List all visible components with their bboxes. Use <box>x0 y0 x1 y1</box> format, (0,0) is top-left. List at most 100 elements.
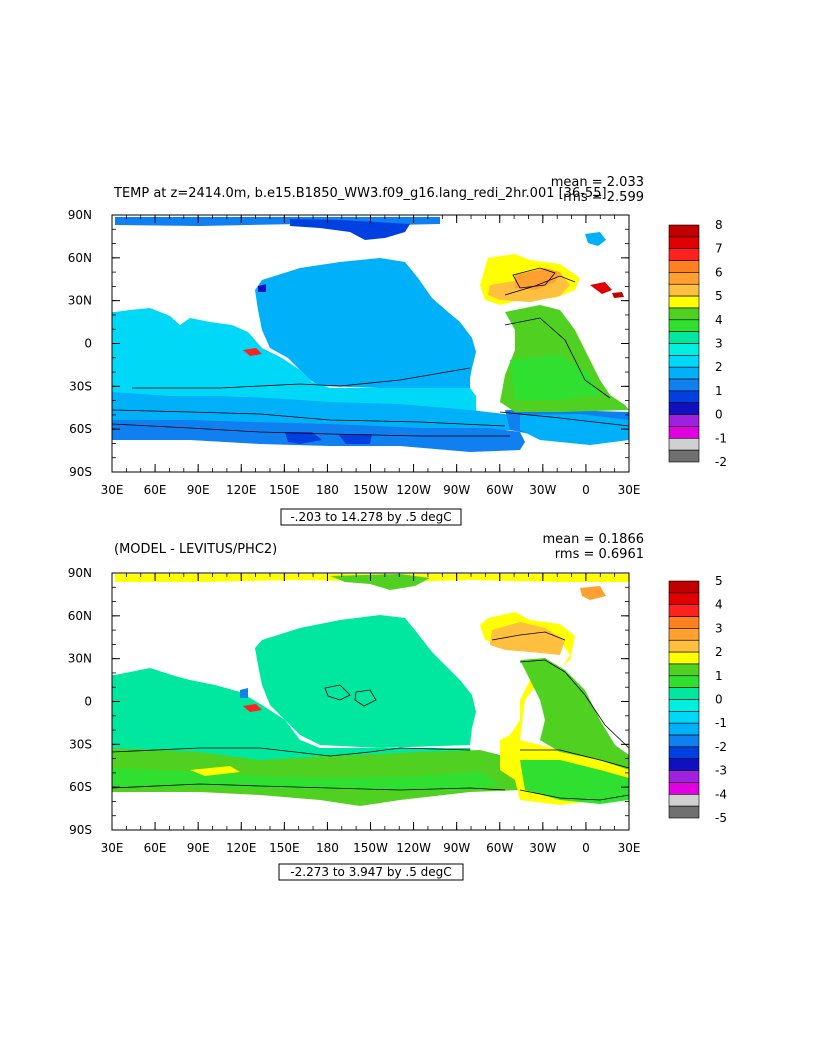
colorbar-swatch <box>668 319 700 332</box>
colorbar-label: 0 <box>715 408 723 422</box>
colorbar-label: -3 <box>715 764 727 778</box>
colorbar-swatch <box>668 366 700 380</box>
panel-1-colorbar: 8 7 6 5 4 3 2 1 0 -1 -2 <box>668 218 727 469</box>
indian-ocean <box>112 308 490 420</box>
panel-1-title: TEMP at z=2414.0m, b.e15.B1850_WW3.f09_g… <box>113 186 607 201</box>
colorbar-label: 0 <box>715 693 723 707</box>
x-tick-label: 60W <box>486 483 513 497</box>
colorbar-label: -4 <box>715 787 727 801</box>
y-tick-label: 0 <box>84 337 92 351</box>
labrador-blob <box>585 232 606 246</box>
colorbar-swatch <box>668 793 700 807</box>
colorbar-label: 8 <box>715 218 723 232</box>
x-tick-label: 60W <box>486 841 513 855</box>
y-tick-label: 60S <box>69 780 92 794</box>
panel-2-mean: mean = 0.1866 <box>542 532 644 547</box>
colorbar-swatch <box>668 651 700 665</box>
med-east-patch <box>612 292 624 298</box>
x-tick-label: 30W <box>529 841 556 855</box>
y-tick-label: 90S <box>69 465 92 479</box>
colorbar-swatch <box>668 437 700 451</box>
colorbar-label: -5 <box>715 811 727 825</box>
indian-ocean-diff <box>112 668 476 765</box>
mediterranean-patch <box>590 282 612 294</box>
panel-1-contours <box>112 267 629 437</box>
colorbar-label: 4 <box>715 313 723 327</box>
arctic-green-patch <box>330 574 430 590</box>
colorbar-swatch <box>668 699 700 712</box>
colorbar-swatch <box>668 260 700 273</box>
south-atlantic-green-diff <box>520 760 629 804</box>
colorbar-swatch <box>668 805 700 819</box>
y-tick-label: 30S <box>69 737 92 751</box>
y-tick-label: 30N <box>68 294 92 308</box>
colorbar-swatch <box>668 628 700 641</box>
colorbar-label: -2 <box>715 455 727 469</box>
panel-2-rms: rms = 0.6961 <box>555 547 644 562</box>
panel-1-mean: mean = 2.033 <box>551 175 644 190</box>
colorbar-swatch <box>668 414 700 427</box>
atlantic-green-diff <box>520 658 629 770</box>
x-tick-label: 0 <box>582 841 590 855</box>
panel-2-title: (MODEL - LEVITUS/PHC2) <box>114 542 277 557</box>
y-tick-label: 90S <box>69 823 92 837</box>
colorbar-swatch <box>668 272 700 285</box>
y-tick-label: 60N <box>68 251 92 265</box>
panel-2: (MODEL - LEVITUS/PHC2) mean = 0.1866 rms… <box>68 532 727 881</box>
x-tick-label: 120E <box>226 841 257 855</box>
colorbar-swatch <box>668 402 700 415</box>
y-tick-label: 0 <box>84 695 92 709</box>
colorbar-swatch <box>668 449 700 463</box>
y-tick-label: 60S <box>69 422 92 436</box>
panel-1: TEMP at z=2414.0m, b.e15.B1850_WW3.f09_g… <box>68 175 727 526</box>
x-tick-label: 30E <box>101 483 124 497</box>
colorbar-swatch <box>668 331 700 344</box>
x-tick-label: 60E <box>144 483 167 497</box>
colorbar-swatch <box>668 711 700 724</box>
x-tick-label: 90W <box>443 483 470 497</box>
y-tick-label: 60N <box>68 609 92 623</box>
panel-2-range-label: -2.273 to 3.947 by .5 degC <box>290 865 451 879</box>
colorbar-swatch <box>668 295 700 309</box>
colorbar-label: 5 <box>715 574 723 588</box>
x-tick-label: 30E <box>618 841 641 855</box>
colorbar-label: -1 <box>715 431 727 445</box>
colorbar-swatch <box>668 758 700 771</box>
southern-ocean-diff <box>112 748 520 806</box>
pacific-ocean <box>255 258 476 388</box>
panel-1-x-axis: 30E 60E 90E 120E 150E 180 150W 120W 90W 60W 30W 0 30… <box>101 215 640 497</box>
pacific-diff <box>255 615 476 748</box>
colorbar-swatch <box>668 687 700 700</box>
x-tick-label: 150E <box>269 483 300 497</box>
north-atlantic-orange <box>490 622 565 655</box>
atlantic-deep-south <box>520 414 629 445</box>
colorbar-swatch <box>668 224 700 238</box>
x-tick-label: 120E <box>226 483 257 497</box>
x-tick-label: 30W <box>529 483 556 497</box>
panel-2-x-axis: 30E 60E 90E 120E 150E 180 150W 120W 90W 60W 30W 0 30… <box>101 573 641 855</box>
colorbar-label: 7 <box>715 242 723 256</box>
colorbar-label: 3 <box>715 337 723 351</box>
southern-ocean-deep-blob-1 <box>285 432 322 444</box>
colorbar-swatch <box>668 343 700 356</box>
panel-2-map <box>112 574 629 806</box>
x-tick-label: 120W <box>396 483 431 497</box>
colorbar-swatch <box>668 580 700 594</box>
x-tick-label: 180 <box>316 483 339 497</box>
atlantic-south-green <box>510 355 600 400</box>
panel-1-map <box>112 217 629 452</box>
colorbar-swatch <box>668 604 700 617</box>
north-atlantic-warmest <box>515 268 560 290</box>
sea-of-okhotsk-patch <box>258 284 266 292</box>
colorbar-swatch <box>668 746 700 760</box>
colorbar-swatch <box>668 355 700 368</box>
y-tick-label: 90N <box>68 208 92 222</box>
x-tick-label: 0 <box>582 483 590 497</box>
colorbar-label: 4 <box>715 598 723 612</box>
panel-1-range-box <box>280 508 462 526</box>
colorbar-label: 6 <box>715 265 723 279</box>
labrador-orange-patch <box>580 586 606 600</box>
panel-2-contours <box>112 631 629 801</box>
colorbar-swatch <box>668 236 700 250</box>
x-tick-label: 150E <box>269 841 300 855</box>
